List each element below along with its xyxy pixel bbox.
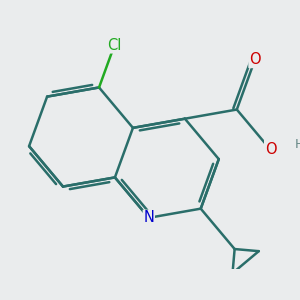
Text: H: H bbox=[294, 138, 300, 152]
Text: O: O bbox=[265, 142, 277, 158]
Text: Cl: Cl bbox=[107, 38, 122, 53]
Text: O: O bbox=[249, 52, 261, 68]
Text: N: N bbox=[143, 210, 154, 225]
